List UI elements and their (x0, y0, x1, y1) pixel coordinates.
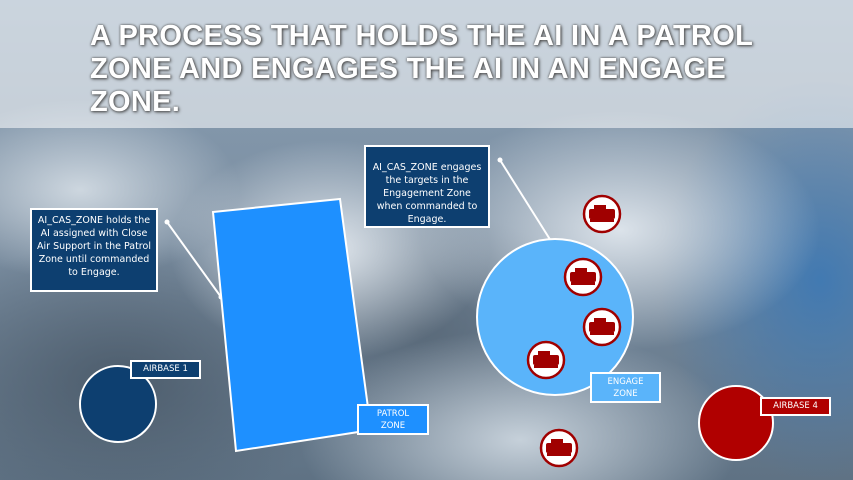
airbase-1-label: AIRBASE 1 (130, 360, 201, 379)
engage-connector (499, 159, 552, 242)
tank-icon (563, 257, 603, 297)
airbase-4-label: AIRBASE 4 (760, 397, 831, 416)
patrol-note: AI_CAS_ZONE holds the AI assigned with C… (30, 208, 158, 292)
airbase-4 (698, 385, 774, 461)
tank-icon (582, 307, 622, 347)
tank-icon (582, 194, 622, 234)
patrol-connector (166, 221, 222, 298)
tank-icon (539, 428, 579, 468)
engage-note: AI_CAS_ZONE engages the targets in the E… (364, 145, 490, 228)
connector-dot (497, 157, 503, 163)
engage-zone-label: ENGAGE ZONE (590, 372, 661, 403)
airbase-1 (79, 365, 157, 443)
slide-title: A PROCESS THAT HOLDS THE AI IN A PATROL … (90, 20, 753, 118)
title-band (0, 0, 853, 128)
connector-dot (164, 219, 170, 225)
patrol-zone-label: PATROL ZONE (357, 404, 429, 435)
tank-icon (526, 340, 566, 380)
patrol-zone (211, 197, 373, 453)
